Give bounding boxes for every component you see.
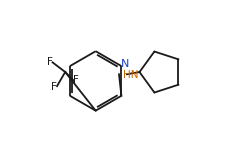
Text: F: F	[47, 57, 53, 67]
Text: F: F	[51, 82, 57, 92]
Text: F: F	[73, 75, 79, 85]
Text: N: N	[121, 59, 129, 69]
Text: HN: HN	[123, 70, 139, 80]
